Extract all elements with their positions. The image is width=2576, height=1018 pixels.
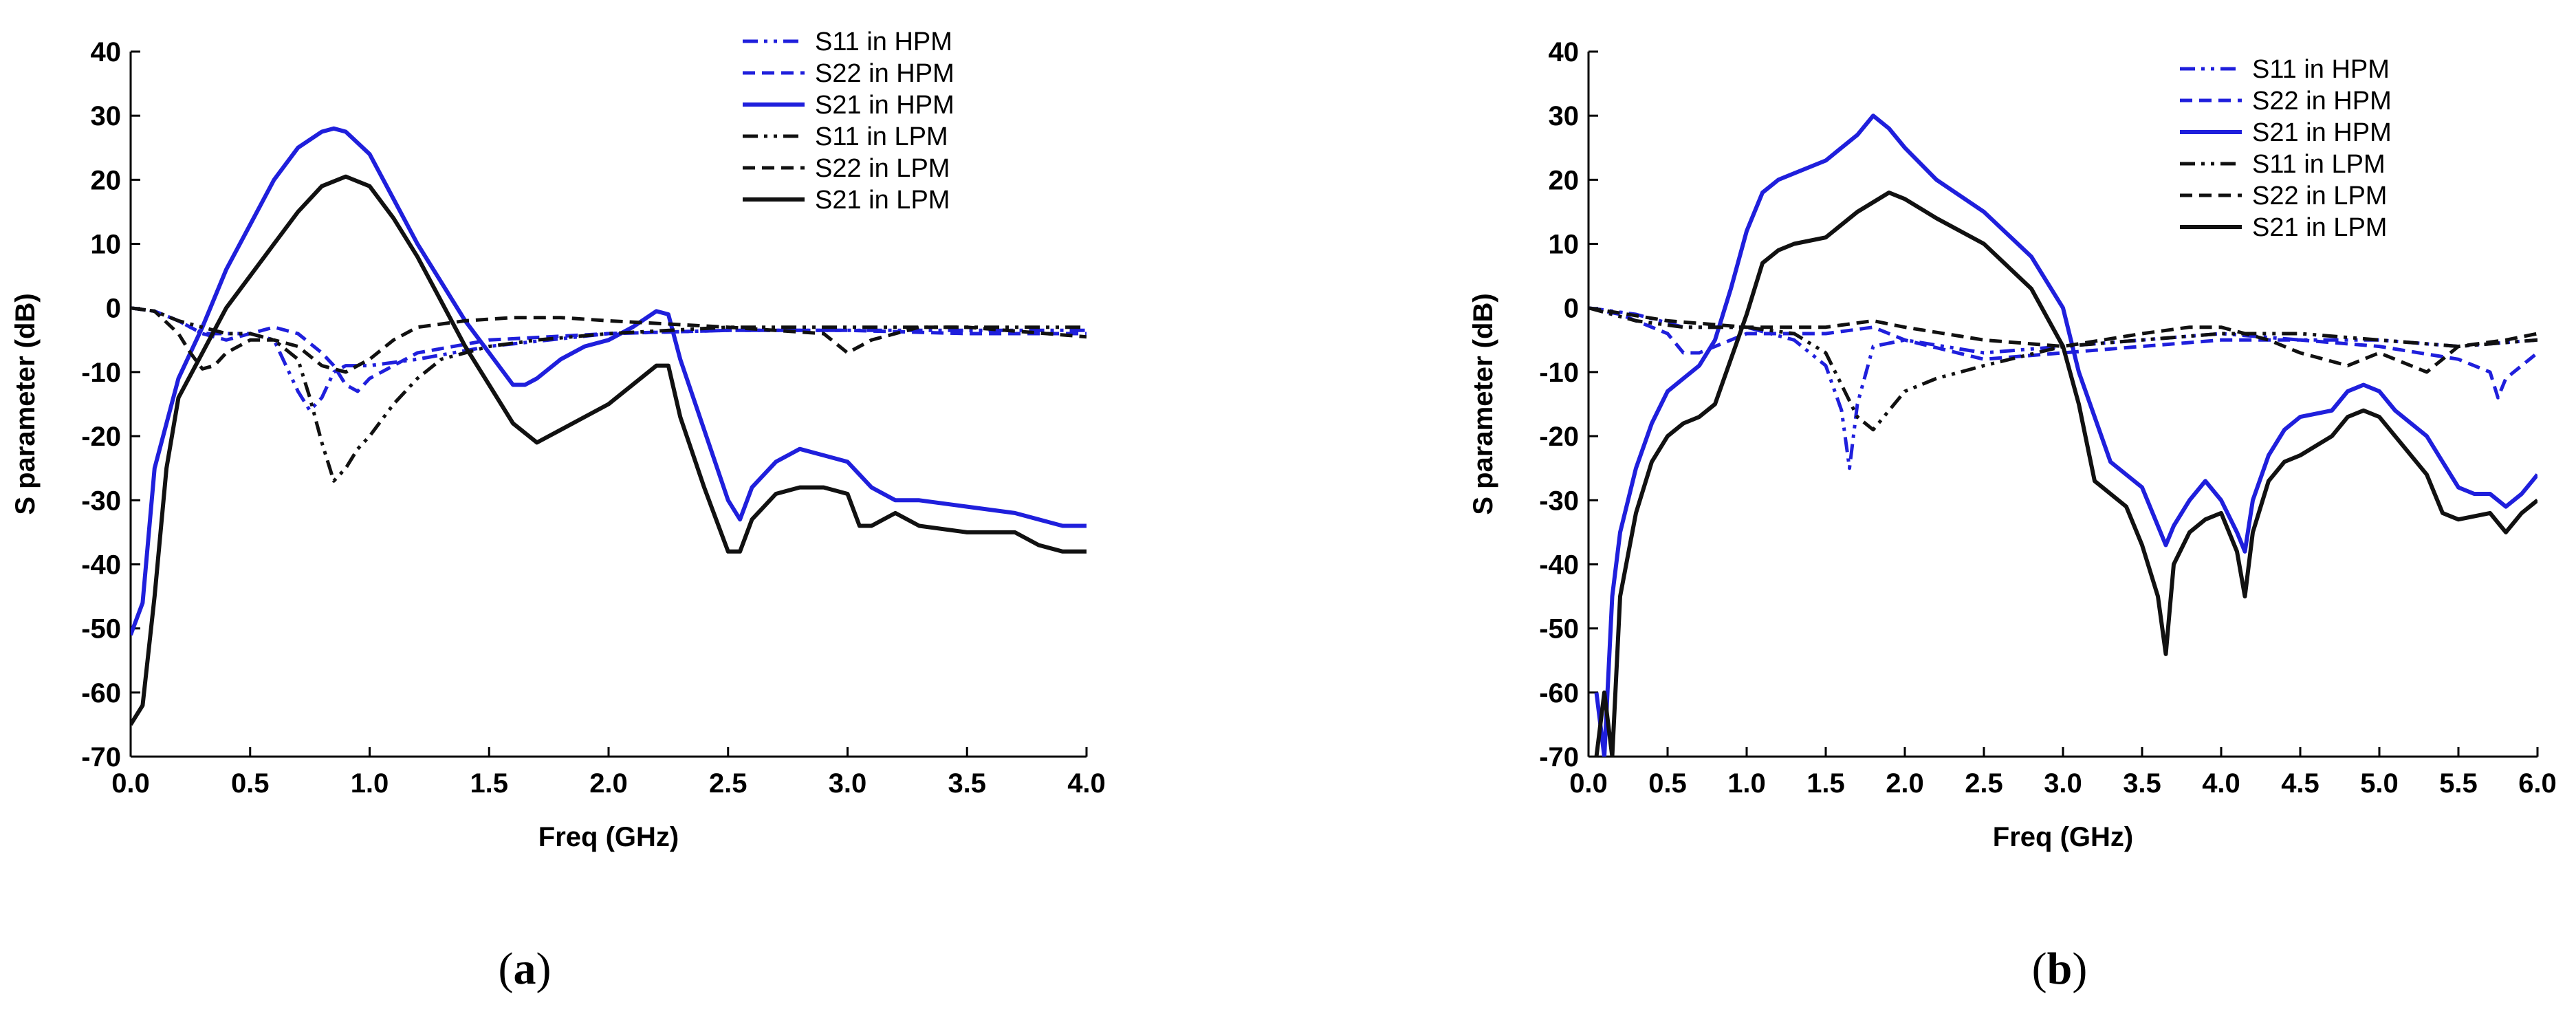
legend-label: S11 in LPM [815, 122, 948, 151]
x-tick-label: 5.5 [2439, 768, 2478, 799]
x-tick-label: 3.5 [2123, 768, 2161, 799]
x-tick-label: 0.5 [231, 768, 270, 799]
x-tick-label: 4.0 [2202, 768, 2240, 799]
x-tick-label: 0.0 [111, 768, 150, 799]
legend-label: S11 in HPM [815, 28, 952, 56]
legend-label: S11 in LPM [2252, 150, 2386, 179]
y-tick-label: 0 [1564, 294, 1579, 324]
y-tick-label: 40 [91, 37, 122, 67]
chart-a: 40 30 20 10 0 -10 -20 -30 -40 -50 -60 -700.0 0.5 1.0 1… [10, 28, 1106, 994]
legend-label: S21 in LPM [2252, 213, 2387, 242]
x-tick-label: 2.0 [1886, 768, 1924, 799]
y-tick-label: -20 [81, 422, 121, 452]
x-tick-label: 3.0 [2044, 768, 2082, 799]
x-tick-label: 1.0 [351, 768, 389, 799]
series-line [131, 306, 1087, 374]
y-tick-label: -10 [1539, 358, 1579, 388]
legend-label: S21 in HPM [815, 91, 954, 120]
y-tick-label: 10 [91, 230, 122, 260]
subfigure-caption: (b) [2032, 944, 2088, 994]
y-tick-label: -10 [81, 358, 121, 388]
x-tick-label: 1.5 [470, 768, 508, 799]
x-tick-label: 0.5 [1648, 768, 1687, 799]
subfigure-caption: (a) [499, 944, 552, 994]
x-axis-label: Freq (GHz) [538, 822, 679, 852]
x-tick-label: 1.0 [1727, 768, 1766, 799]
y-tick-label: 20 [1549, 165, 1580, 195]
y-tick-label: -40 [81, 550, 121, 580]
y-tick-label: 30 [1549, 101, 1580, 131]
x-tick-label: 4.0 [1067, 768, 1106, 799]
series-line [1589, 306, 2537, 470]
series-line [131, 306, 1087, 393]
x-tick-label: 5.0 [2360, 768, 2399, 799]
x-tick-label: 2.5 [1965, 768, 2003, 799]
y-axis-label: S parameter (dB) [1468, 293, 1498, 515]
y-tick-label: 40 [1549, 37, 1580, 67]
legend-label: S21 in HPM [2252, 118, 2392, 147]
legend-label: S21 in LPM [815, 186, 950, 215]
series-line [131, 306, 1087, 483]
y-tick-label: 20 [91, 165, 122, 195]
legend-label: S22 in HPM [815, 59, 954, 88]
x-tick-label: 0.0 [1569, 768, 1608, 799]
x-tick-label: 1.5 [1807, 768, 1845, 799]
x-tick-label: 2.0 [589, 768, 628, 799]
series-line [131, 126, 1087, 636]
y-tick-label: -70 [1539, 742, 1579, 772]
y-tick-label: -20 [1539, 422, 1579, 452]
y-tick-label: -60 [81, 678, 121, 708]
y-tick-label: -70 [81, 742, 121, 772]
y-tick-label: 30 [91, 101, 122, 131]
legend-label: S11 in HPM [2252, 55, 2390, 84]
legend-label: S22 in LPM [2252, 182, 2387, 210]
x-tick-label: 3.0 [829, 768, 867, 799]
series-line [1589, 306, 2537, 432]
series-group [1589, 113, 2537, 757]
x-tick-label: 3.5 [948, 768, 986, 799]
series-line [1594, 113, 2537, 757]
y-tick-label: -30 [1539, 486, 1579, 516]
y-tick-label: -50 [81, 614, 121, 645]
y-tick-label: 0 [106, 294, 121, 324]
legend-label: S22 in HPM [2252, 87, 2392, 116]
y-tick-label: 10 [1549, 230, 1580, 260]
x-tick-label: 4.5 [2281, 768, 2320, 799]
series-group [131, 126, 1087, 726]
series-line [1589, 306, 2537, 374]
y-tick-label: -60 [1539, 678, 1579, 708]
series-line [1594, 191, 2537, 757]
y-tick-label: -30 [81, 486, 121, 516]
series-line [131, 174, 1087, 726]
y-tick-label: -50 [1539, 614, 1579, 645]
x-axis-label: Freq (GHz) [1993, 822, 2133, 852]
chart-b: 40 30 20 10 0 -10 -20 -30 -40 -50 -60 -700.0 0.5 1.0 1… [1468, 37, 2557, 994]
x-tick-label: 6.0 [2518, 768, 2557, 799]
legend-label: S22 in LPM [815, 154, 950, 183]
series-line [131, 306, 1087, 413]
x-tick-label: 2.5 [709, 768, 747, 799]
y-axis-label: S parameter (dB) [10, 293, 41, 515]
y-tick-label: -40 [1539, 550, 1579, 580]
